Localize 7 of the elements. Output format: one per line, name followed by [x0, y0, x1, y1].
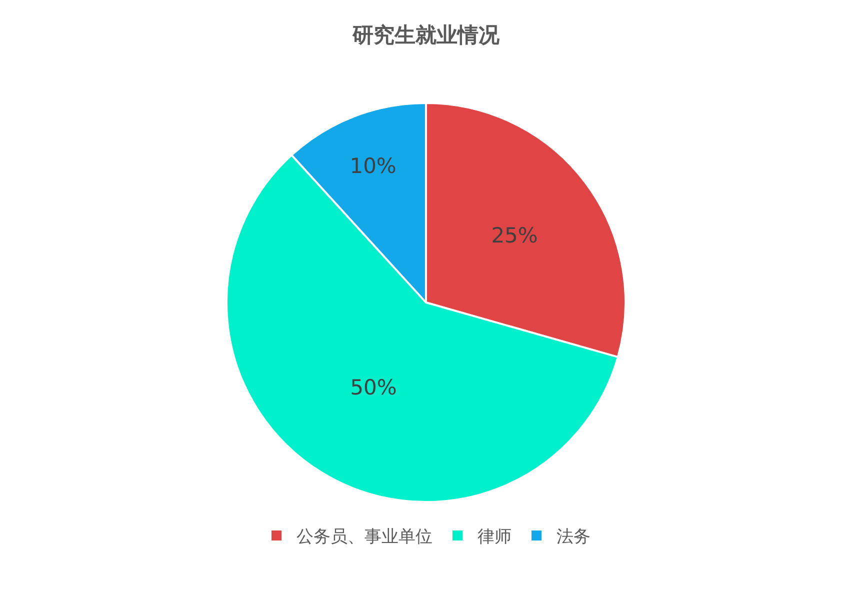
data-label: 25% [491, 224, 538, 248]
legend-label: 法务 [556, 527, 590, 548]
chart-title: 研究生就业情况 [352, 23, 500, 48]
legend-label: 公务员、事业单位 [296, 527, 432, 548]
data-label: 10% [350, 154, 396, 178]
legend-label: 律师 [478, 527, 512, 548]
data-label: 50% [350, 375, 397, 400]
